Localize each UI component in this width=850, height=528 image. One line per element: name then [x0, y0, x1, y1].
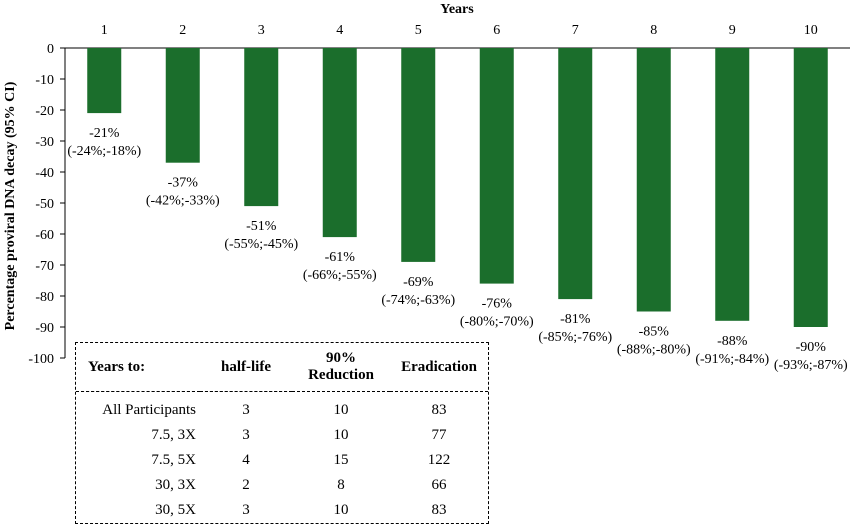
bar-label-ci: (-93%;-87%): [774, 358, 848, 373]
bars: [87, 48, 828, 327]
table-cell: 83: [431, 502, 447, 518]
header-90-reduction-line1: 90%: [326, 350, 356, 366]
bar-label-pct: -90%: [796, 340, 827, 355]
y-tick-label: -30: [35, 135, 54, 150]
bar-label-pct: -61%: [325, 250, 356, 265]
bar: [636, 48, 671, 312]
table-row: 30, 3X 2 8 66: [76, 473, 488, 498]
table-cell: 10: [333, 427, 349, 443]
bar: [479, 48, 514, 284]
x-tick-label: 2: [179, 23, 186, 38]
x-tick-label: 9: [729, 23, 736, 38]
table-cell: 30, 5X: [155, 502, 196, 518]
table-cell: 77: [431, 427, 447, 443]
bar-label-ci: (-80%;-70%): [460, 315, 534, 330]
bar-label-pct: -88%: [717, 334, 748, 349]
table-header-row: Years to: half-life 90% Reduction Eradic…: [76, 343, 488, 392]
x-tick-label: 8: [650, 23, 657, 38]
y-axis-title: Percentage proviral DNA decay (95% CI): [3, 81, 18, 330]
table-cell: 8: [337, 477, 345, 493]
y-axis: 0 -10 -20 -30 -40 -50 -60 -70 -80 -90 -100: [28, 42, 850, 367]
x-tick-label: 7: [572, 23, 579, 38]
header-90-reduction: 90% Reduction: [292, 343, 390, 392]
bar-label-ci: (-55%;-45%): [224, 237, 298, 252]
bar: [715, 48, 750, 321]
table-row: 7.5, 5X 4 15 122: [76, 448, 488, 473]
table-cell: 10: [333, 502, 349, 518]
y-tick-label: -10: [35, 73, 54, 88]
y-tick-label: -70: [35, 259, 54, 274]
table-cell: 83: [431, 402, 447, 418]
x-tick-label: 6: [493, 23, 500, 38]
bar-label-ci: (-88%;-80%): [617, 343, 691, 358]
table-cell: 3: [242, 427, 250, 443]
x-tick-labels: 1 2 3 4 5 6 7 8 9 10: [101, 23, 818, 38]
bar-label-pct: -81%: [560, 312, 591, 327]
bar-label-pct: -69%: [403, 275, 434, 290]
table-cell: All Participants: [102, 402, 196, 418]
table-cell: 3: [242, 502, 250, 518]
bar: [322, 48, 357, 238]
bar-label-ci: (-85%;-76%): [538, 330, 612, 345]
bar-data-labels: -21% (-24%;-18%) -37% (-42%;-33%) -51% (-55%;…: [67, 126, 848, 373]
bar-label-ci: (-91%;-84%): [695, 352, 769, 367]
table-cell: 30, 3X: [155, 477, 196, 493]
bar-label-pct: -21%: [89, 126, 120, 141]
bar: [165, 48, 200, 163]
y-tick-label: -60: [35, 228, 54, 243]
header-half-life: half-life: [221, 358, 271, 375]
bar-label-ci: (-42%;-33%): [146, 194, 220, 209]
bar-label-ci: (-66%;-55%): [303, 268, 377, 283]
bar-label-pct: -76%: [482, 297, 513, 312]
y-tick-label: -90: [35, 321, 54, 336]
x-tick-label: 3: [258, 23, 265, 38]
y-tick-label: 0: [47, 42, 54, 57]
header-90-reduction-line2: Reduction: [308, 367, 374, 383]
bar-label-pct: -51%: [246, 219, 277, 234]
x-axis-title: Years: [440, 2, 474, 17]
bar-label-ci: (-24%;-18%): [67, 144, 141, 159]
bar-label-pct: -37%: [168, 176, 199, 191]
bar: [244, 48, 279, 207]
x-tick-label: 5: [415, 23, 422, 38]
y-tick-label: -80: [35, 290, 54, 305]
y-tick-label: -100: [28, 352, 54, 367]
bar: [401, 48, 436, 262]
bar-label-pct: -85%: [639, 325, 670, 340]
table-row: 30, 5X 3 10 83: [76, 498, 488, 523]
x-tick-label: 10: [804, 23, 818, 38]
table-cell: 4: [242, 452, 250, 468]
summary-table: Years to: half-life 90% Reduction Eradic…: [75, 342, 489, 524]
bar: [793, 48, 828, 327]
table-cell: 7.5, 3X: [151, 427, 196, 443]
table-cell: 10: [333, 402, 349, 418]
table-cell: 3: [242, 402, 250, 418]
y-tick-label: -50: [35, 197, 54, 212]
header-eradication: Eradication: [401, 358, 477, 375]
y-tick-label: -40: [35, 166, 54, 181]
table-cell: 7.5, 5X: [151, 452, 196, 468]
header-years-to: Years to:: [88, 358, 146, 375]
table-cell: 15: [333, 452, 349, 468]
bar: [87, 48, 122, 114]
table-row: 7.5, 3X 3 10 77: [76, 423, 488, 448]
x-tick-label: 4: [336, 23, 343, 38]
bar: [558, 48, 593, 300]
table-cell: 2: [242, 477, 250, 493]
bar-label-ci: (-74%;-63%): [381, 293, 455, 308]
table-cell: 122: [427, 452, 451, 468]
x-tick-label: 1: [101, 23, 108, 38]
table-cell: 66: [431, 477, 447, 493]
table-row: All Participants 3 10 83: [76, 392, 488, 424]
y-tick-label: -20: [35, 104, 54, 119]
